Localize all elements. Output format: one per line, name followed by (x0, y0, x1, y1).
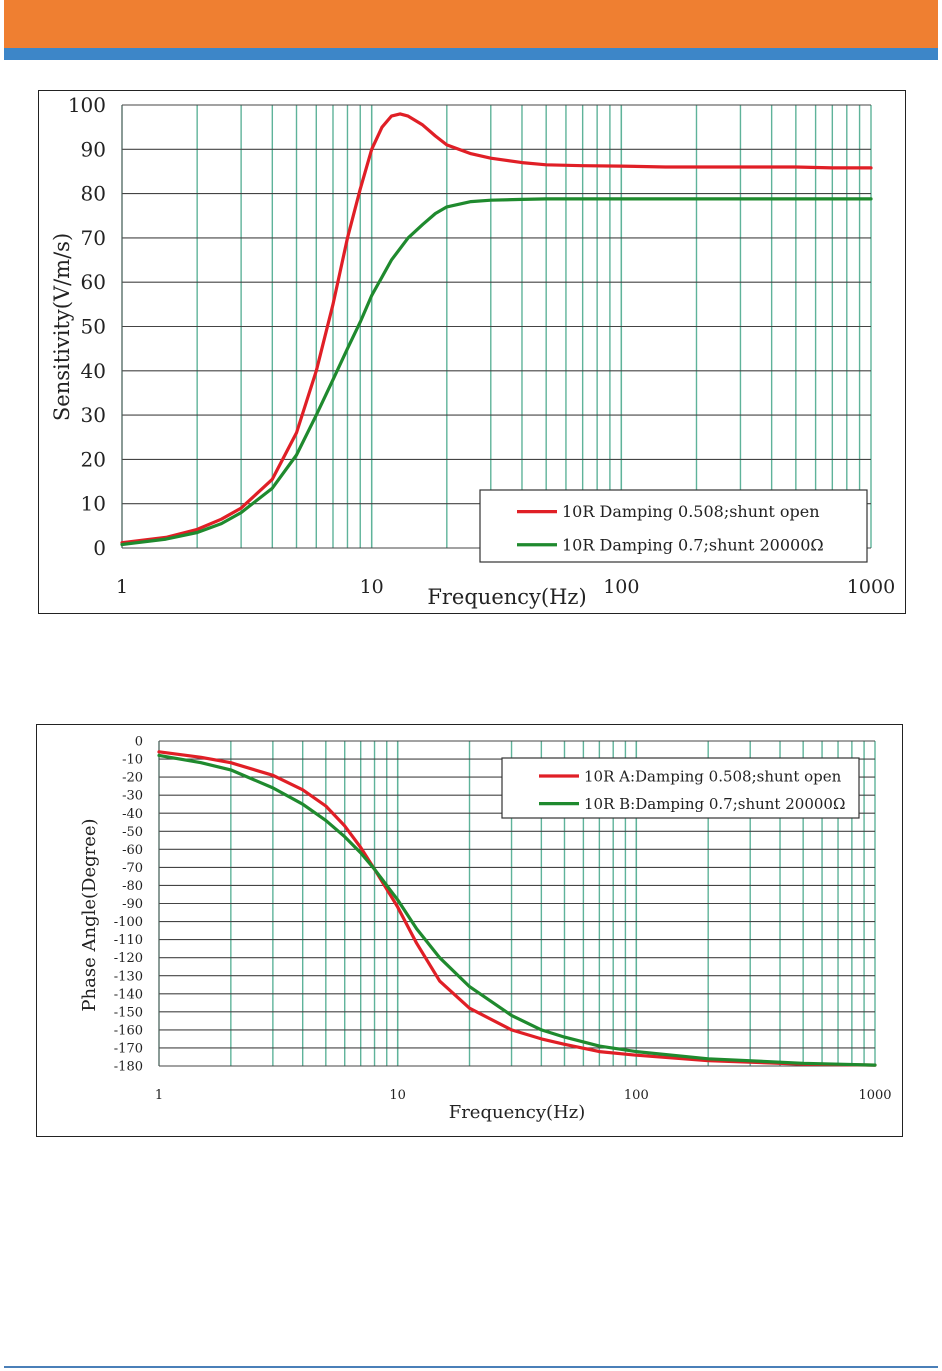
x-tick-label: 1000 (858, 1088, 891, 1103)
legend-label-b: 10R Damping 0.7;shunt 20000Ω (562, 535, 824, 554)
legend-box (501, 757, 860, 819)
series-line-a (120, 112, 873, 545)
series-line-b (120, 197, 873, 547)
series-line-b (157, 753, 877, 1067)
bottom-rule (4, 1366, 938, 1368)
x-axis-label: Frequency(Hz) (449, 1102, 586, 1123)
x-tick-label: 1000 (847, 576, 895, 598)
legend-label-a: 10R A:Damping 0.508;shunt open (584, 767, 842, 785)
y-tick-label: 60 (81, 270, 106, 294)
y-tick-label: 10 (81, 492, 106, 516)
y-tick-label: 0 (93, 536, 106, 560)
legend-label-b: 10R B:Damping 0.7;shunt 20000Ω (584, 795, 845, 813)
y-tick-label: -160 (114, 1023, 143, 1038)
sensitivity-chart: 0 10 20 30 40 50 60 70 80 90 100 1 10 100 1000 10R Damp… (38, 90, 906, 614)
y-tick-label: -70 (122, 861, 143, 876)
y-tick-label: 70 (81, 226, 106, 250)
y-tick-label: 100 (68, 93, 106, 117)
x-tick-label: 10 (389, 1088, 406, 1103)
y-tick-label: -180 (114, 1060, 143, 1075)
x-tick-label: 1 (155, 1088, 163, 1103)
series-line-a (157, 750, 877, 1067)
header-band (4, 0, 938, 48)
x-tick-label: 1 (116, 576, 128, 598)
y-tick-label: -50 (122, 825, 143, 840)
y-tick-label: -90 (122, 897, 143, 912)
y-tick-label: -20 (122, 771, 143, 786)
y-axis-label: Phase Angle(Degree) (79, 818, 100, 1011)
y-tick-label: -110 (114, 933, 143, 948)
x-axis-label: Frequency(Hz) (427, 585, 586, 609)
y-tick-label: 80 (81, 182, 106, 206)
x-tick-label: 100 (603, 576, 639, 598)
y-tick-label: 50 (81, 315, 106, 339)
y-tick-label: -130 (114, 969, 143, 984)
y-tick-label: 20 (81, 447, 106, 471)
y-tick-label: 40 (81, 359, 106, 383)
header-stripe (4, 48, 938, 60)
phase-angle-chart: 0 -10 -20 -30 -40 -50 -60 -70 -80 -90 -100 -110 -120… (36, 724, 903, 1137)
phase-angle-chart-svg: 0 -10 -20 -30 -40 -50 -60 -70 -80 -90 -100 -110 -120… (79, 735, 892, 1123)
y-tick-label: -170 (114, 1041, 143, 1056)
y-tick-label: 0 (135, 735, 143, 750)
y-tick-label: -140 (114, 987, 143, 1002)
y-tick-label: -100 (114, 915, 143, 930)
y-tick-label: -120 (114, 951, 143, 966)
y-tick-label: 90 (81, 137, 106, 161)
y-tick-label: -40 (122, 807, 143, 822)
y-tick-label: -30 (122, 789, 143, 804)
y-tick-label: -80 (122, 879, 143, 894)
legend-box (479, 489, 868, 563)
legend-label-a: 10R Damping 0.508;shunt open (562, 502, 820, 521)
y-axis-label: Sensitivity(V/m/s) (50, 233, 74, 421)
y-tick-label: -60 (122, 843, 143, 858)
y-tick-label: 30 (81, 403, 106, 427)
y-tick-label: -150 (114, 1005, 143, 1020)
x-tick-label: 100 (624, 1088, 649, 1103)
x-tick-label: 10 (360, 576, 384, 598)
y-tick-label: -10 (122, 753, 143, 768)
